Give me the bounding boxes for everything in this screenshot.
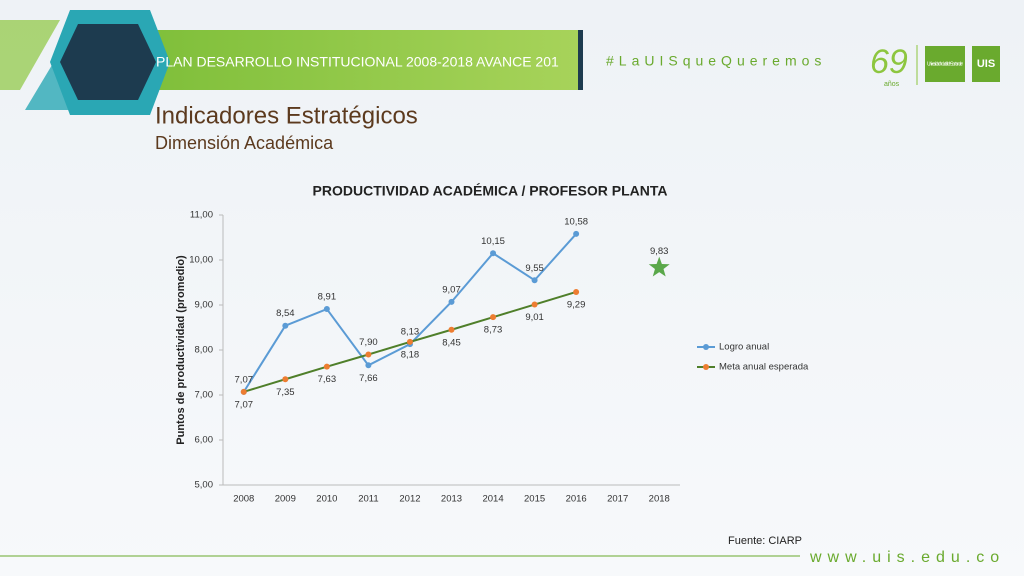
value-label: 10,58 <box>564 216 588 227</box>
value-label: 9,01 <box>525 312 544 323</box>
value-label: 9,07 <box>442 284 461 295</box>
x-tick-label: 2013 <box>441 494 462 505</box>
value-label: 8,18 <box>401 349 420 360</box>
value-label: 7,63 <box>318 374 337 385</box>
anniversary-sub: años <box>884 81 900 88</box>
value-label: 8,45 <box>442 337 461 348</box>
slide-subtitle: Dimensión Académica <box>155 133 334 153</box>
x-tick-label: 2017 <box>607 494 628 505</box>
value-label: 7,90 <box>359 337 378 348</box>
x-tick-label: 2018 <box>649 494 670 505</box>
point <box>490 250 497 257</box>
banner-text: PLAN DESARROLLO INSTITUCIONAL 2008-2018 … <box>156 54 559 70</box>
value-label: 8,73 <box>484 325 503 336</box>
point <box>406 338 413 345</box>
y-tick-label: 8,00 <box>195 345 214 356</box>
source: Fuente: CIARP <box>728 535 802 547</box>
point <box>531 301 538 308</box>
uis-box <box>972 46 1000 82</box>
point <box>323 306 330 313</box>
target-label: 9,83 <box>650 246 669 257</box>
chart-title: PRODUCTIVIDAD ACADÉMICA / PROFESOR PLANT… <box>313 183 668 199</box>
anniversary-logo: 69 <box>870 43 908 81</box>
university-name: Universidad Industrial de Santander <box>927 61 963 67</box>
x-tick-label: 2014 <box>482 494 503 505</box>
footer-url: www.uis.edu.co <box>809 549 1005 566</box>
point <box>531 277 538 284</box>
university-box <box>925 46 965 82</box>
legend-marker <box>703 344 709 350</box>
x-tick-label: 2015 <box>524 494 545 505</box>
x-tick-label: 2009 <box>275 494 296 505</box>
uis-logo: UIS <box>977 58 995 70</box>
point <box>240 388 247 395</box>
value-label: 8,13 <box>401 327 420 338</box>
x-tick-label: 2010 <box>316 494 337 505</box>
x-tick-label: 2011 <box>358 494 378 505</box>
hashtag: #LaUISqueQueremos <box>606 53 826 69</box>
slide-title: Indicadores Estratégicos <box>155 102 418 129</box>
point <box>448 326 455 333</box>
hexagon-inner <box>60 24 156 100</box>
deco <box>25 60 70 110</box>
point <box>490 314 497 321</box>
point <box>282 322 289 329</box>
deco <box>0 20 60 90</box>
x-tick-label: 2008 <box>233 494 254 505</box>
banner <box>148 30 578 90</box>
banner-edge <box>578 30 583 90</box>
value-label: 7,07 <box>235 399 254 410</box>
value-label: 8,91 <box>318 292 337 303</box>
x-tick-label: 2016 <box>566 494 587 505</box>
legend-label: Meta anual esperada <box>719 362 809 373</box>
value-label: 9,29 <box>567 299 586 310</box>
y-tick-label: 10,00 <box>189 255 213 266</box>
x-tick-label: 2012 <box>399 494 420 505</box>
target-star <box>648 256 670 277</box>
y-tick-label: 9,00 <box>195 300 214 311</box>
y-tick-label: 5,00 <box>195 480 214 491</box>
y-tick-label: 6,00 <box>195 435 214 446</box>
value-label: 8,54 <box>276 308 295 319</box>
y-axis-title: Puntos de productividad (promedio) <box>175 255 187 445</box>
point <box>365 351 372 358</box>
y-tick-label: 7,00 <box>195 390 214 401</box>
point <box>323 363 330 370</box>
point <box>282 376 289 383</box>
legend-marker <box>703 364 709 370</box>
value-label: 7,35 <box>276 387 295 398</box>
point <box>448 298 455 305</box>
value-label: 7,07 <box>235 374 254 385</box>
point <box>573 230 580 237</box>
value-label: 10,15 <box>481 236 505 247</box>
point <box>573 288 580 295</box>
value-label: 7,66 <box>359 373 378 384</box>
value-label: 9,55 <box>525 263 544 274</box>
y-tick-label: 11,00 <box>190 210 213 221</box>
point <box>365 362 372 369</box>
legend-label: Logro anual <box>719 342 769 353</box>
